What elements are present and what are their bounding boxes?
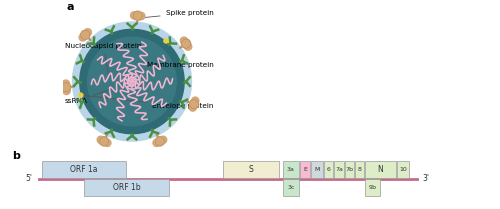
- Circle shape: [182, 39, 190, 48]
- Circle shape: [164, 39, 168, 43]
- Bar: [324, 161, 332, 178]
- Bar: [397, 161, 408, 178]
- Bar: [334, 161, 344, 178]
- Circle shape: [138, 12, 145, 20]
- Text: Membrane protein: Membrane protein: [146, 62, 214, 74]
- Bar: [283, 179, 298, 196]
- Bar: [345, 161, 354, 178]
- Text: 5': 5': [25, 174, 32, 183]
- Circle shape: [190, 99, 198, 109]
- Bar: [312, 161, 323, 178]
- Circle shape: [62, 83, 71, 92]
- Circle shape: [80, 30, 90, 39]
- Circle shape: [84, 29, 92, 36]
- Text: Spike protein: Spike protein: [140, 10, 214, 18]
- Text: Nucleocapsid protein: Nucleocapsid protein: [65, 43, 142, 75]
- Bar: [364, 161, 396, 178]
- Text: Envelope protein: Envelope protein: [84, 96, 214, 109]
- Circle shape: [100, 137, 108, 146]
- Text: 3c: 3c: [287, 185, 294, 190]
- Circle shape: [79, 34, 86, 41]
- Circle shape: [63, 87, 70, 94]
- Text: ssRNA: ssRNA: [65, 89, 112, 104]
- Text: 9b: 9b: [368, 185, 376, 190]
- Bar: [84, 179, 169, 196]
- Text: ORF 1b: ORF 1b: [113, 183, 140, 192]
- Text: 3a: 3a: [287, 167, 295, 172]
- Bar: [42, 161, 126, 178]
- Circle shape: [104, 139, 111, 147]
- Bar: [300, 161, 310, 178]
- Circle shape: [62, 80, 70, 87]
- Text: 3': 3': [422, 174, 430, 183]
- Circle shape: [72, 22, 192, 141]
- Circle shape: [160, 136, 167, 144]
- Text: 10: 10: [399, 167, 407, 172]
- Text: a: a: [67, 2, 74, 12]
- Circle shape: [189, 104, 196, 111]
- Text: ORF 1a: ORF 1a: [70, 165, 98, 174]
- Circle shape: [130, 12, 138, 19]
- Circle shape: [133, 11, 142, 20]
- Bar: [364, 179, 380, 196]
- Circle shape: [80, 29, 184, 134]
- Text: 6: 6: [326, 167, 330, 172]
- Text: b: b: [12, 151, 20, 161]
- Bar: [355, 161, 364, 178]
- Text: 8: 8: [358, 167, 361, 172]
- Text: M: M: [314, 167, 320, 172]
- Bar: [283, 161, 298, 178]
- Circle shape: [156, 137, 164, 146]
- Circle shape: [180, 37, 188, 44]
- Text: 7a: 7a: [335, 167, 343, 172]
- Circle shape: [192, 97, 199, 104]
- Text: 7b: 7b: [346, 167, 354, 172]
- Text: E: E: [303, 167, 307, 172]
- Circle shape: [184, 43, 192, 50]
- Text: S: S: [249, 165, 254, 174]
- Circle shape: [78, 93, 83, 97]
- Circle shape: [97, 136, 104, 144]
- Circle shape: [153, 139, 160, 147]
- Text: N: N: [378, 165, 383, 174]
- Bar: [224, 161, 279, 178]
- Circle shape: [88, 37, 176, 126]
